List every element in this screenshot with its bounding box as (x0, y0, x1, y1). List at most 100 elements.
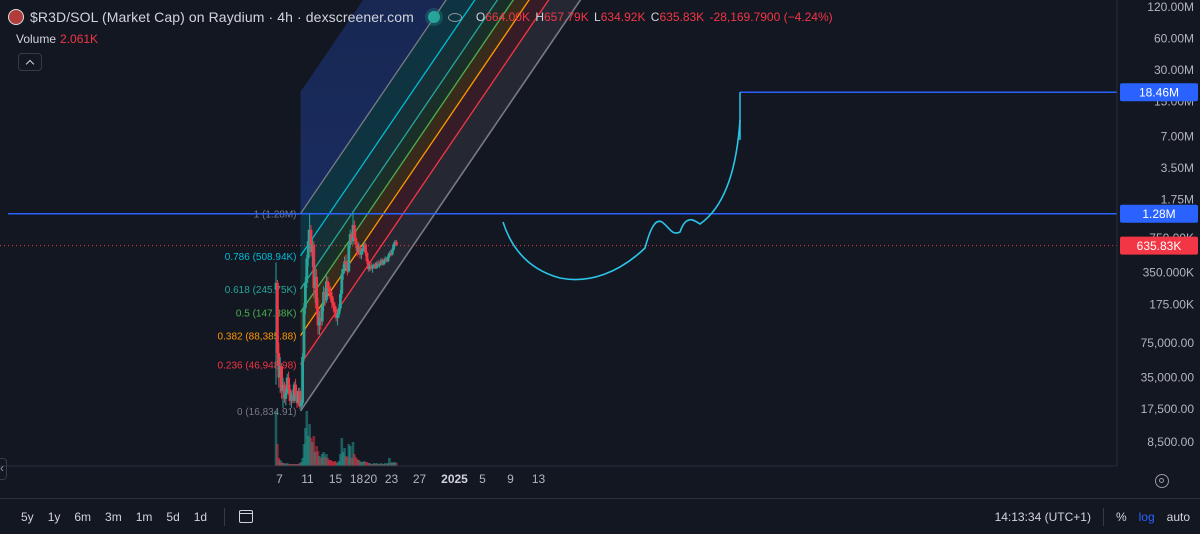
scale-controls: 14:13:34 (UTC+1) % log auto (995, 499, 1190, 534)
range-1d-button[interactable]: 1d (193, 509, 208, 524)
candle (334, 306, 338, 322)
fib-line (299, 0, 530, 336)
time-tick-label: 5 (479, 472, 486, 486)
volume-bar (332, 462, 335, 466)
candle-body (299, 403, 303, 407)
volume-bar (290, 464, 293, 466)
volume-bar (386, 463, 390, 466)
volume-bar (298, 463, 302, 466)
volume-bar (318, 456, 321, 466)
open-label: O (475, 10, 486, 24)
candle-body (287, 377, 290, 390)
candle-body (320, 305, 324, 322)
auto-scale-button[interactable]: auto (1166, 509, 1190, 524)
price-tick-label: 120.00M (1147, 0, 1194, 14)
volume-bar (304, 428, 307, 466)
candle (320, 303, 324, 326)
volume-bar (311, 442, 314, 466)
volume-bar (365, 462, 369, 466)
candle (316, 298, 320, 335)
volume-bar (374, 464, 377, 466)
candle-body (304, 282, 307, 309)
low-value: 634.92K (600, 10, 646, 24)
eye-icon[interactable] (447, 12, 462, 22)
price-badge: 635.83K (1120, 236, 1198, 255)
candle-body (327, 288, 331, 292)
volume-bar (353, 454, 356, 466)
volume-bar (350, 458, 353, 466)
price-badge-bg (1120, 83, 1198, 102)
candle (325, 275, 328, 304)
candle (315, 269, 318, 315)
candle-body (332, 303, 335, 306)
time-tick-label: 27 (413, 472, 427, 486)
price-tick-label: 35,000.00 (1141, 371, 1195, 385)
volume-bar (284, 464, 288, 466)
price-tick-label: 60.00M (1154, 32, 1194, 46)
volume-bar (274, 411, 278, 466)
volume-bar (379, 463, 383, 466)
candle-body (330, 295, 334, 304)
range-6m-button[interactable]: 6m (74, 509, 92, 524)
volume-bar (309, 438, 313, 466)
candle-body (386, 256, 390, 262)
log-scale-button[interactable]: log (1138, 509, 1155, 524)
candle-body (298, 391, 302, 407)
candle-body (364, 244, 367, 254)
volume-bar (315, 446, 318, 466)
volume-bar (381, 464, 384, 466)
volume-bar (325, 454, 328, 466)
candle-body (277, 353, 281, 378)
candle (367, 259, 370, 272)
range-5y-button[interactable]: 5y (21, 509, 34, 524)
candle-body (388, 253, 391, 257)
candle-body (376, 263, 380, 266)
low-label: L (594, 10, 601, 24)
collapse-legend-button[interactable] (18, 53, 42, 71)
range-buttons: 5y 1y 6m 3m 1m 5d 1d (14, 510, 214, 524)
candle-body (339, 293, 342, 309)
percent-scale-button[interactable]: % (1115, 509, 1127, 524)
volume-bar (355, 459, 359, 466)
candle-body (375, 263, 379, 268)
volume-bar (337, 461, 341, 466)
range-1m-button[interactable]: 1m (135, 509, 153, 524)
time-tick-label: 11 (301, 472, 314, 486)
volume-bar (339, 454, 342, 466)
clock-readout[interactable]: 14:13:34 (UTC+1) (994, 509, 1091, 524)
volume-bar (375, 463, 379, 466)
candle-body (336, 314, 339, 318)
range-1y-button[interactable]: 1y (47, 509, 61, 524)
left-panel-toggle[interactable] (0, 458, 7, 480)
range-3m-button[interactable]: 3m (105, 509, 122, 524)
token-logo (8, 9, 24, 25)
volume-bar (368, 463, 372, 466)
volume-bar (371, 464, 374, 466)
candle-body (312, 244, 316, 289)
range-5d-button[interactable]: 5d (166, 509, 180, 524)
volume-bar (369, 464, 373, 466)
candle-body (315, 276, 318, 309)
volume-bar (346, 457, 349, 466)
volume-bar (301, 458, 304, 466)
candle-body (355, 244, 359, 252)
volume-bar (280, 462, 283, 466)
candle-body (284, 392, 288, 399)
candle-body (313, 276, 317, 289)
candle (280, 363, 283, 399)
volume-bar (285, 463, 289, 466)
candle-body (360, 251, 363, 255)
candle (318, 311, 321, 335)
volume-bar (291, 464, 295, 466)
candle-body (278, 366, 282, 378)
gear-icon[interactable] (1155, 474, 1169, 488)
time-tick-label: 15 (329, 472, 343, 486)
time-tick-label: 23 (385, 472, 399, 486)
calendar-icon[interactable] (239, 510, 254, 523)
chevron-up-icon (25, 59, 35, 68)
volume-bar (378, 464, 381, 466)
fib-line (299, 0, 514, 313)
volume-bar (312, 436, 316, 466)
